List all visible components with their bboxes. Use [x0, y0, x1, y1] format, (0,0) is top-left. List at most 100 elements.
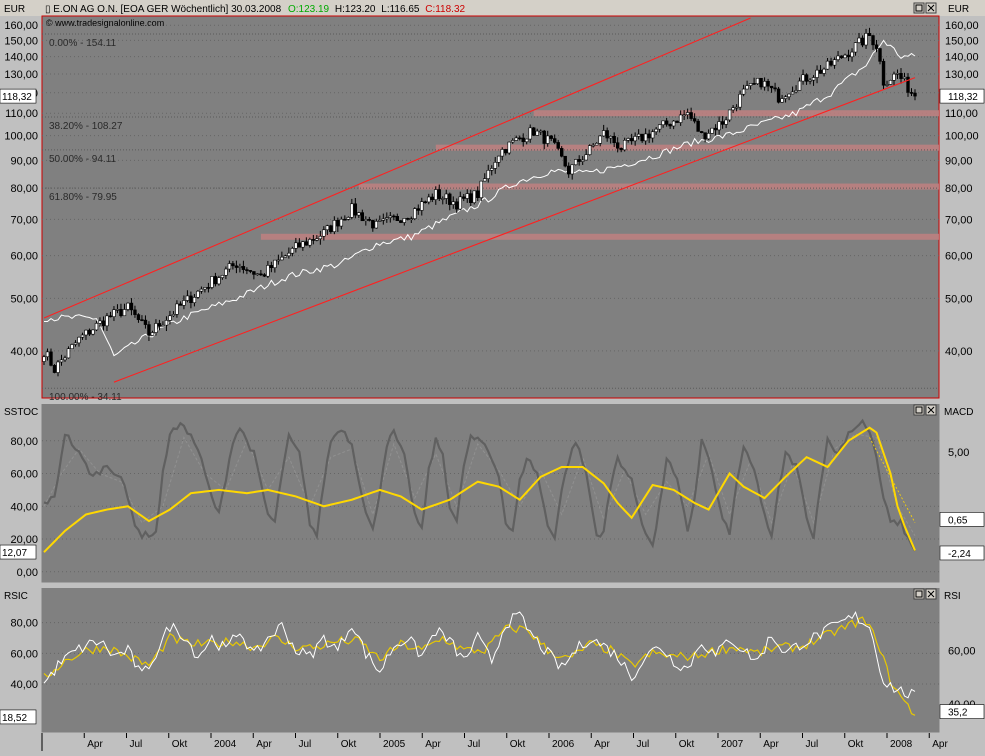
- stoch-panel[interactable]: [41, 403, 940, 583]
- time-axis-bar[interactable]: [0, 733, 985, 751]
- candle: [773, 82, 777, 92]
- candle: [73, 340, 78, 347]
- candle: [822, 67, 826, 77]
- candle-body: [101, 320, 106, 327]
- candle-body: [59, 359, 64, 363]
- separator-stoch-rsi[interactable]: [0, 583, 985, 588]
- header-instrument: ▯ E.ON AG O.N. [EOA GER Wöchentlich] 30.…: [45, 4, 466, 15]
- candle: [619, 147, 623, 153]
- candle-body: [668, 124, 672, 127]
- candle: [441, 196, 445, 205]
- candle: [329, 224, 333, 234]
- candle: [829, 57, 833, 67]
- candle: [507, 141, 511, 155]
- candle-body: [199, 288, 204, 292]
- macd-line: [43, 426, 916, 553]
- price-panel[interactable]: [41, 15, 940, 399]
- candle-body: [161, 324, 165, 327]
- candle: [416, 204, 420, 215]
- rsi-panel-close-icon[interactable]: [925, 588, 937, 600]
- candle-body: [783, 96, 788, 99]
- candle-body: [731, 107, 735, 111]
- candle-body: [532, 127, 536, 136]
- candle: [140, 315, 144, 322]
- candle: [157, 319, 162, 331]
- candle-body: [49, 351, 53, 366]
- stoch-tick-label: 0,00: [17, 567, 38, 579]
- candle-body: [262, 274, 267, 277]
- candle-body: [748, 83, 753, 86]
- candle-body: [514, 137, 518, 141]
- candle-body: [811, 77, 816, 81]
- rsi-panel-maximize-icon[interactable]: [913, 588, 925, 600]
- stoch-tick-label: 20,00: [10, 534, 38, 546]
- macd-title: MACD: [944, 407, 973, 418]
- candle: [175, 300, 179, 318]
- stoch-tick-label: 60,00: [10, 469, 38, 481]
- candle: [906, 73, 910, 97]
- price-panel-maximize-icon[interactable]: [913, 2, 925, 14]
- candle: [479, 180, 483, 201]
- fibonacci-labels: 0.00% - 154.11 38.20% - 108.27 50.00% - 94…: [42, 33, 939, 403]
- candle-body: [797, 80, 802, 91]
- support-band: [260, 233, 939, 240]
- candle: [832, 57, 837, 69]
- candle: [811, 75, 816, 86]
- price-panel-close-icon[interactable]: [925, 2, 937, 14]
- candle: [287, 247, 291, 259]
- rsi-badge-left: 18,52: [0, 709, 37, 725]
- candle: [129, 298, 134, 316]
- instrument-title: E.ON AG O.N. [EOA GER Wöchentlich] 30.03…: [53, 4, 281, 15]
- last-price-badge-right: 118,32: [939, 88, 985, 104]
- candle: [59, 354, 64, 366]
- candle-body: [66, 348, 71, 359]
- candle: [248, 270, 253, 274]
- candle-body: [899, 73, 903, 79]
- candle-body: [521, 137, 525, 143]
- candle: [899, 68, 903, 84]
- candle-body: [469, 193, 473, 203]
- candle-body: [682, 114, 686, 117]
- candle: [280, 251, 284, 261]
- candle: [462, 194, 466, 202]
- candle: [241, 260, 246, 274]
- candle: [399, 219, 403, 224]
- candle-body: [892, 73, 896, 81]
- candle-body: [493, 162, 497, 169]
- rsi-tick-label: 80,00: [10, 618, 38, 630]
- candle: [143, 315, 148, 329]
- candle: [612, 132, 616, 147]
- candle-body: [776, 88, 781, 103]
- candle: [52, 364, 57, 374]
- candle-body: [136, 314, 141, 320]
- stoch-panel-maximize-icon[interactable]: [913, 404, 925, 416]
- candle: [752, 77, 756, 85]
- candle: [437, 184, 441, 202]
- candle-body: [769, 85, 774, 89]
- candle-body: [339, 218, 344, 227]
- stoch-panel-close-icon[interactable]: [925, 404, 937, 416]
- candle: [325, 224, 330, 236]
- candle-body: [171, 314, 176, 317]
- candle: [692, 113, 697, 124]
- candle-body: [615, 142, 620, 149]
- candle-body: [63, 357, 67, 361]
- candle: [245, 267, 249, 275]
- candle: [45, 348, 50, 361]
- candle: [357, 211, 361, 218]
- candle-body: [584, 154, 588, 161]
- candle-body: [622, 139, 627, 151]
- candle-body: [745, 85, 749, 90]
- candle-body: [84, 329, 88, 336]
- separator-price-stoch[interactable]: [0, 399, 985, 404]
- candle-body: [867, 33, 872, 36]
- time-label: Apr: [594, 739, 610, 750]
- time-label: Okt: [848, 739, 864, 750]
- candle-body: [280, 256, 284, 261]
- candle-body: [591, 144, 595, 147]
- candle: [857, 32, 861, 44]
- y-axis-labels: 160,00 160,00 150,00 150,00 140,00 140,00 130,…: [4, 20, 978, 358]
- candle: [336, 217, 340, 232]
- candle: [913, 89, 917, 101]
- candle-body: [434, 189, 438, 200]
